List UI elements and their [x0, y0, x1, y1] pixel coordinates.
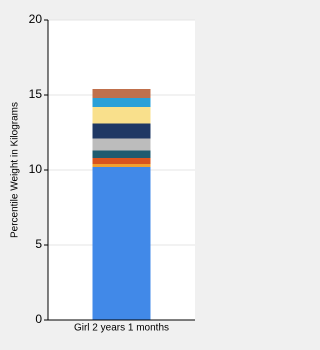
y-tick-label: 20 [29, 12, 43, 26]
bar-segment [92, 138, 151, 151]
bar-segment [92, 98, 151, 107]
bar-segment [92, 164, 151, 167]
chart: Percentile Weight in Kilograms 0 5 10 15 20 G… [10, 12, 195, 334]
bar-segment [92, 167, 151, 320]
y-tick-label: 10 [29, 162, 43, 176]
y-tick-label: 0 [35, 312, 42, 326]
y-tick-label: 15 [29, 87, 43, 101]
y-axis-label: Percentile Weight in Kilograms [10, 102, 21, 238]
bar-segment [92, 158, 151, 164]
bar-segment [92, 89, 151, 98]
y-tick-label: 5 [35, 237, 42, 251]
x-tick-label: Girl 2 years 1 months [74, 323, 169, 334]
bar-segment [92, 107, 151, 124]
bar-segment [92, 123, 151, 139]
bar-segment [92, 150, 151, 158]
